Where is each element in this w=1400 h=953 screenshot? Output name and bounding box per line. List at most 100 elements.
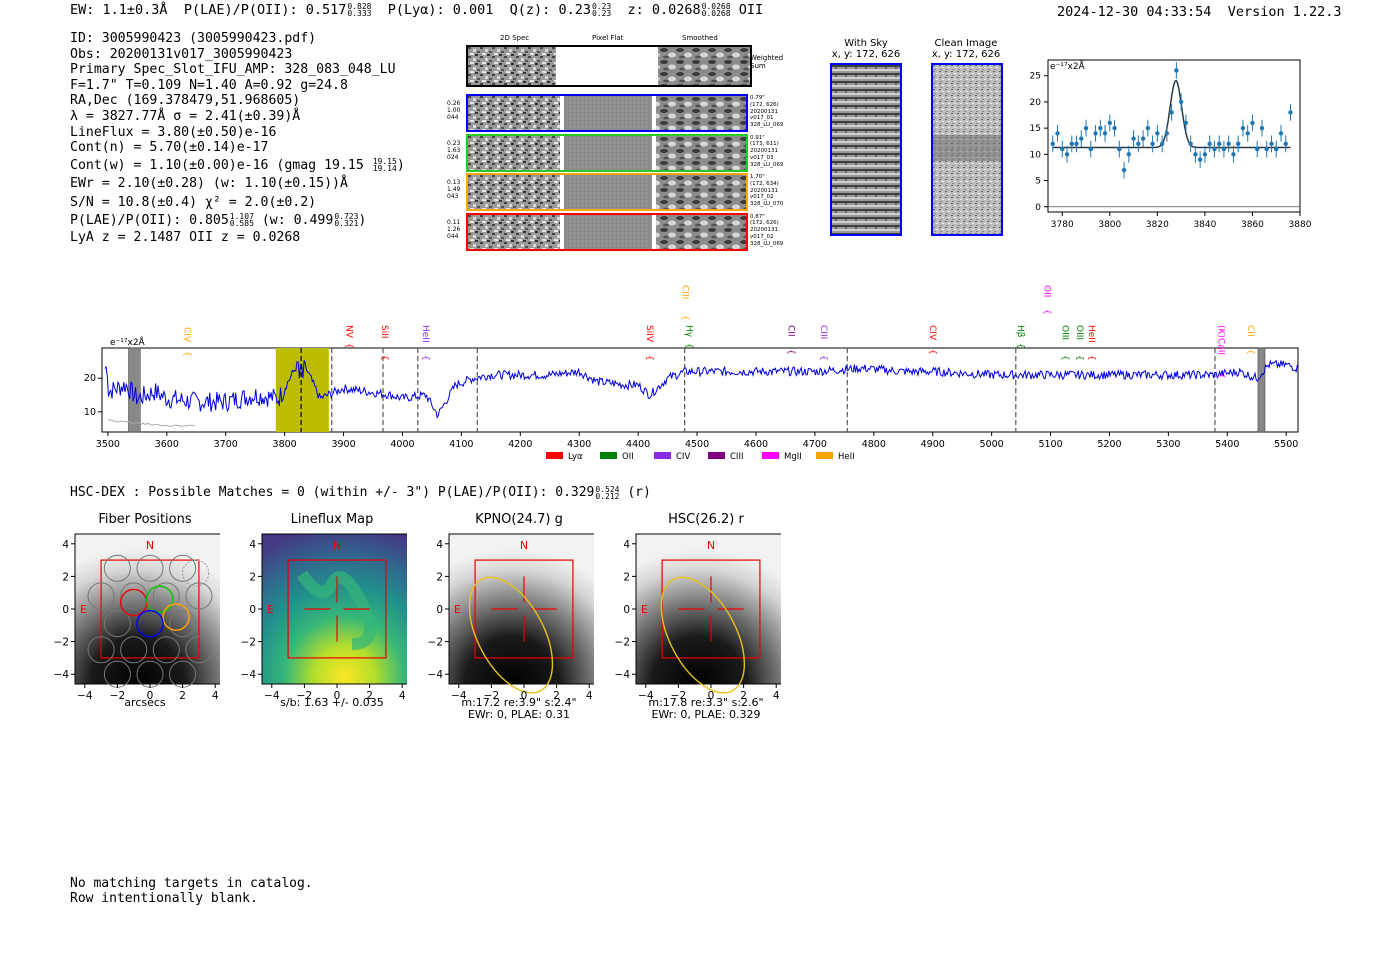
fiber-circle (169, 610, 197, 638)
panel-x-tick-label: 0 (708, 690, 715, 702)
fit-data-point (1197, 157, 1203, 162)
panel-x-tick-label: 0 (147, 690, 154, 702)
info-lambda: λ = 3827.77Å σ = 2.41(±0.39)Å (70, 108, 301, 124)
z-bounds: 0.0268 0.0268 (701, 2, 731, 18)
panel-xlabel: s/b: 1.63 +/- 0.035 (252, 697, 412, 709)
spec-x-tick-label: 3600 (155, 439, 179, 450)
panel-y-tick-label: −2 (54, 637, 69, 649)
fit-data-point (1193, 152, 1198, 157)
panel-y-tick-label: 4 (623, 539, 630, 551)
fit-data-point (1174, 68, 1179, 73)
fit-x-tick-label: 3860 (1241, 220, 1264, 230)
spec-line-brace: { (785, 349, 795, 355)
panel-title: KPNO(24.7) g (475, 512, 563, 527)
cutout-right-value: 0.79" (750, 95, 765, 101)
east-marker: E (80, 603, 87, 616)
fit-data-point (1121, 167, 1127, 173)
ew-value: EW: 1.1±0.3Å (70, 2, 168, 18)
fit-data-point (1064, 152, 1070, 157)
fiber-highlight (136, 609, 164, 638)
fit-data-point (1188, 141, 1193, 147)
spec-legend-swatch (816, 452, 833, 459)
spec-line-label: SiIV (644, 325, 654, 343)
spec-line-label: NV (344, 325, 354, 339)
aperture-box (474, 559, 574, 659)
spec-legend-swatch (654, 452, 671, 459)
fit-data-point (1226, 141, 1231, 147)
fit-data-point (1098, 125, 1103, 131)
panel-x-tick-label: 2 (740, 690, 747, 702)
fit-data-point (1079, 136, 1084, 141)
panel-title: HSC(26.2) r (668, 512, 744, 527)
info-lineflux: LineFlux = 3.80(±0.50)e-16 (70, 124, 277, 140)
spec-line-brace: { (818, 355, 828, 361)
spec-line-label: CIV (182, 327, 192, 343)
col-title-pixelflat: Pixel Flat (592, 34, 624, 42)
cutout-left-value: 024 (447, 153, 459, 161)
fit-data-point (1145, 125, 1151, 131)
spec-x-tick-label: 4600 (744, 439, 768, 450)
info-sn: S/N = 10.8(±0.4) χ² = 2.0(±0.2) (70, 194, 317, 210)
spec-line-brace: { (1216, 373, 1226, 379)
fit-data-point (1235, 141, 1241, 147)
info-slot: Primary Spec_Slot_IFU_AMP: 328_083_048_L… (70, 62, 396, 78)
fiber-circle (185, 636, 213, 664)
spec-legend-swatch (546, 452, 563, 459)
aperture-box (661, 559, 761, 659)
cutout-right-value: v017_01 (750, 115, 774, 122)
spec-x-tick-label: 5200 (1097, 439, 1121, 450)
cutout-right-value: 328_LU_069 (750, 240, 784, 247)
fit-data-point (1240, 125, 1246, 131)
fit-data-point (1055, 131, 1060, 136)
panel-y-tick-label: 0 (623, 604, 630, 616)
panel-y-tick-label: 2 (62, 571, 69, 583)
weighted-sum-image (468, 47, 750, 85)
header-line: EW: 1.1±0.3Å P(LAE)/P(OII): 0.517 0.828 0.… (70, 2, 763, 18)
spec-x-tick-label: 3900 (331, 439, 355, 450)
fit-data-point (1164, 131, 1170, 136)
fit-data-point (1050, 141, 1055, 147)
panel-plot: N E −4 −4 −2 −2 0 0 2 2 4 4 (428, 533, 594, 702)
cutout-right-value: 20200131 (750, 148, 778, 155)
cutout-right-value: (172, 634) (750, 180, 779, 187)
fit-data-point (1259, 125, 1265, 131)
east-marker: E (267, 603, 274, 616)
fit-data-point (1221, 146, 1227, 152)
panel-xlabel: m:17.2 re:3.9" s:2.4" EWr: 0, PLAE: 0.31 (439, 697, 599, 721)
panel-y-tick-label: −2 (241, 637, 256, 649)
panel-y-tick-label: −4 (428, 669, 444, 681)
spec-line-label: (K)CaII (1216, 325, 1226, 355)
fit-y-tick-label: 0 (1035, 203, 1041, 213)
spec-x-tick-label: 4800 (862, 439, 886, 450)
cutout-right-value: (173, 611) (750, 141, 779, 148)
footer-line2: Row intentionally blank. (70, 891, 258, 906)
north-marker: N (520, 539, 528, 552)
spec-line-label: SiII (379, 325, 389, 339)
fiber-circle (103, 610, 131, 638)
with-sky-image (830, 63, 902, 236)
spec-line-brace: { (1074, 355, 1084, 361)
panel-x-tick-label: 0 (334, 690, 341, 702)
timestamp: 2024-12-30 04:33:54 (1057, 4, 1212, 20)
east-marker: E (454, 603, 461, 616)
fit-y-tick-label: 25 (1030, 72, 1041, 82)
info-contw: Cont(w) = 1.10(±0.00)e-16 (gmag 19.15 19… (70, 156, 405, 173)
fit-model-line (1052, 79, 1291, 149)
panel-y-tick-label: 2 (623, 571, 630, 583)
spec-y-tick-label: 10 (84, 407, 96, 418)
fiber-circle (169, 554, 197, 582)
clean-image-title: Clean Image x, y: 172, 626 (931, 38, 1001, 60)
cutout-row-right-labels: 0.79" (172, 626) 20200131 v017_01 328_LU_069 (750, 95, 783, 129)
col-title-smoothed: Smoothed (682, 34, 718, 42)
info-obs: Obs: 20200131v017_3005990423 (70, 46, 293, 62)
panel-sublabel: EWr: 0, PLAE: 0.31 (467, 708, 571, 721)
panel-y-tick-label: −2 (615, 637, 630, 649)
weighted-sum-frame (466, 45, 752, 87)
spec-x-tick-label: 4100 (449, 439, 473, 450)
fiber-circle (182, 559, 210, 587)
spec-x-tick-label: 5000 (980, 439, 1004, 450)
spec-x-tick-label: 4700 (803, 439, 827, 450)
north-marker: N (707, 539, 715, 552)
spec-x-tick-label: 5100 (1038, 439, 1062, 450)
spec-line-label: HeII (1086, 325, 1096, 343)
